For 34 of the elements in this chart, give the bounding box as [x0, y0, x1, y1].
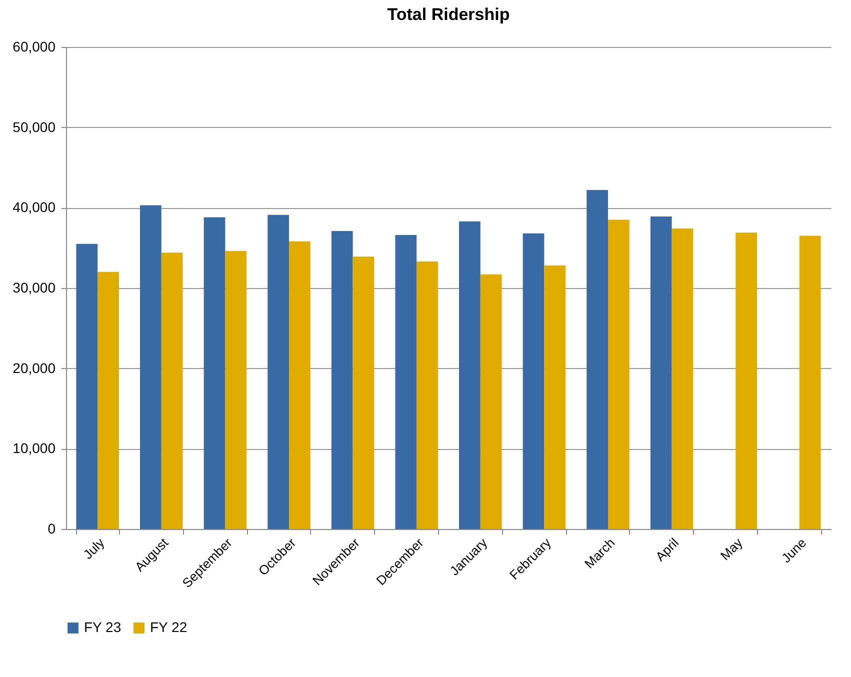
bar — [586, 190, 608, 529]
chart-title: Total Ridership — [387, 5, 510, 24]
bar — [799, 236, 821, 529]
legend-label: FY 23 — [84, 619, 122, 635]
bar — [416, 261, 438, 529]
bar — [522, 233, 544, 529]
y-tick-label: 0 — [48, 520, 56, 536]
bar — [672, 228, 694, 529]
bar — [204, 217, 226, 529]
bar — [268, 214, 289, 529]
bar — [608, 220, 630, 529]
bar — [352, 256, 374, 529]
y-tick-label: 30,000 — [12, 280, 56, 296]
bar — [161, 252, 183, 529]
bar — [140, 205, 162, 529]
bar — [331, 230, 353, 529]
bar — [395, 234, 417, 529]
bar — [288, 241, 310, 529]
bar — [480, 274, 502, 529]
bar — [98, 272, 119, 529]
y-tick-label: 20,000 — [12, 360, 56, 376]
bar — [76, 244, 98, 529]
bar — [736, 232, 757, 529]
y-tick-label: 60,000 — [12, 38, 56, 54]
y-tick-label: 10,000 — [12, 440, 56, 456]
x-tick-label: July — [80, 534, 108, 562]
x-tick-label: May — [717, 534, 746, 564]
y-tick-label: 40,000 — [12, 199, 56, 216]
legend-label: FY 22 — [150, 619, 188, 635]
y-tick-label: 50,000 — [12, 118, 56, 135]
bar — [225, 251, 247, 529]
bar — [544, 266, 566, 529]
bar — [650, 216, 672, 529]
bar — [459, 221, 480, 529]
